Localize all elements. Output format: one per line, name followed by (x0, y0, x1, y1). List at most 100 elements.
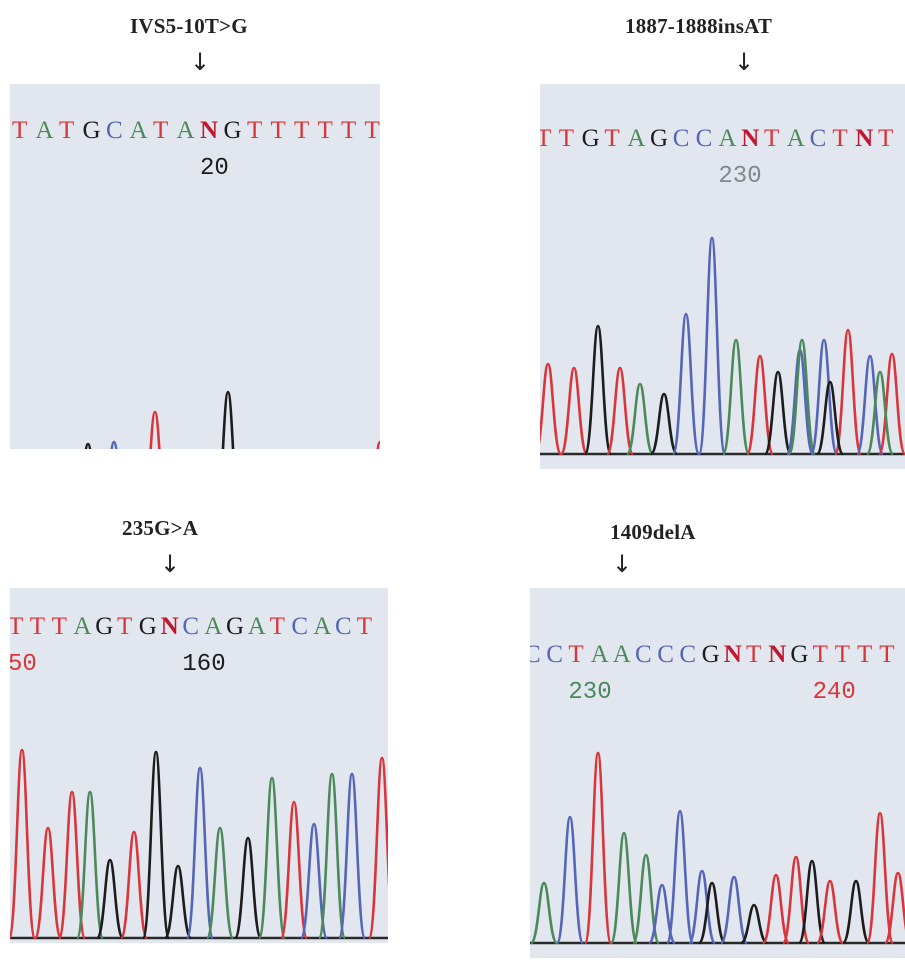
trace-peak (279, 800, 309, 940)
base-call: T (559, 125, 574, 152)
trace-peak (57, 790, 87, 940)
trace-peak (719, 875, 749, 945)
trace-peak (317, 772, 347, 940)
trace-peak (833, 328, 863, 456)
trace-peak (865, 370, 895, 456)
position-number: 50 (10, 651, 37, 678)
base-call: C (679, 641, 696, 668)
trace-peak (205, 826, 235, 940)
trace-peak (33, 826, 63, 940)
base-call: T (568, 641, 583, 668)
trace-peak (665, 809, 695, 945)
position-number: 230 (568, 679, 611, 706)
trace-peak (815, 380, 845, 456)
trace-peak (697, 236, 727, 456)
base-call: T (540, 125, 551, 152)
base-call: T (813, 641, 828, 668)
arrow-down-icon: ↓ (734, 48, 755, 76)
base-call: C (291, 613, 308, 640)
base-call: N (161, 613, 179, 640)
base-call: G (224, 117, 242, 144)
trace-peak (583, 751, 613, 945)
base-call: T (117, 613, 132, 640)
trace-peak (367, 756, 388, 940)
trace-peak (697, 881, 727, 945)
base-call: C (106, 117, 123, 144)
trace-peak (10, 748, 37, 940)
base-call: A (177, 117, 195, 144)
trace-peak (119, 830, 149, 940)
base-call: A (787, 125, 805, 152)
base-call: T (764, 125, 779, 152)
base-call: T (10, 613, 23, 640)
base-call: A (204, 613, 222, 640)
arrow-down-icon: ↓ (160, 550, 181, 578)
base-call: C (182, 613, 199, 640)
base-call: T (270, 613, 285, 640)
base-call: T (341, 117, 356, 144)
base-call: T (365, 117, 380, 144)
base-call: T (271, 117, 286, 144)
base-call: N (724, 641, 742, 668)
trace-peak (841, 879, 871, 945)
chromatogram: T A T G C A T A N G T T T T T T 20 (10, 84, 380, 449)
arrow-down-icon: ↓ (612, 550, 633, 578)
trace-peak (740, 903, 768, 945)
position-number: 20 (200, 155, 229, 182)
mutation-label: 1409delA (610, 520, 696, 544)
position-number: 230 (718, 163, 761, 190)
trace-peak (865, 811, 895, 945)
trace-peak (797, 859, 827, 945)
base-call: N (741, 125, 759, 152)
position-number: 240 (813, 679, 856, 706)
base-call: G (702, 641, 720, 668)
base-call: N (768, 641, 786, 668)
base-call: C (810, 125, 827, 152)
base-call: T (318, 117, 333, 144)
trace-peak (625, 382, 655, 456)
base-call: G (582, 125, 600, 152)
chromatogram: C C T A A C C C G N T N G T T T T 230 240 (530, 588, 905, 958)
base-call: T (857, 641, 872, 668)
base-call: A (591, 641, 609, 668)
base-call: C (530, 641, 541, 668)
base-call: A (130, 117, 148, 144)
mutation-label: IVS5-10T>G (130, 14, 248, 38)
trace-peak (337, 772, 367, 940)
mutation-label: 1887-1888insAT (625, 14, 773, 38)
trace-peak (649, 392, 679, 456)
trace-peak (84, 442, 92, 449)
base-call: T (832, 125, 847, 152)
base-call: A (313, 613, 331, 640)
base-call: A (613, 641, 631, 668)
base-call: A (248, 613, 266, 640)
base-call: T (30, 613, 45, 640)
base-call: T (52, 613, 67, 640)
trace-peak (299, 822, 329, 940)
base-call: C (635, 641, 652, 668)
base-call: T (879, 641, 894, 668)
trace-peak (609, 831, 639, 945)
base-call: T (746, 641, 761, 668)
trace-peak (530, 881, 559, 945)
position-number: 160 (182, 651, 225, 678)
base-call: T (878, 125, 893, 152)
trace-peak (233, 836, 263, 940)
trace-peak (110, 440, 118, 449)
trace-peak (877, 352, 905, 456)
trace-peak (761, 873, 791, 945)
base-call: N (855, 125, 873, 152)
chromatogram: T T T A G T G N C A G A T C A C T 50 160 (10, 588, 388, 943)
base-call: N (200, 117, 218, 144)
trace-peak (257, 776, 287, 940)
base-call: T (59, 117, 74, 144)
trace-peak (75, 790, 105, 940)
base-call: G (83, 117, 101, 144)
trace-peak (540, 362, 563, 456)
trace-peak (141, 750, 171, 940)
base-call: T (604, 125, 619, 152)
trace-peak (605, 366, 635, 456)
trace-peak (163, 864, 193, 940)
trace-peak (583, 324, 613, 456)
base-call: A (627, 125, 645, 152)
